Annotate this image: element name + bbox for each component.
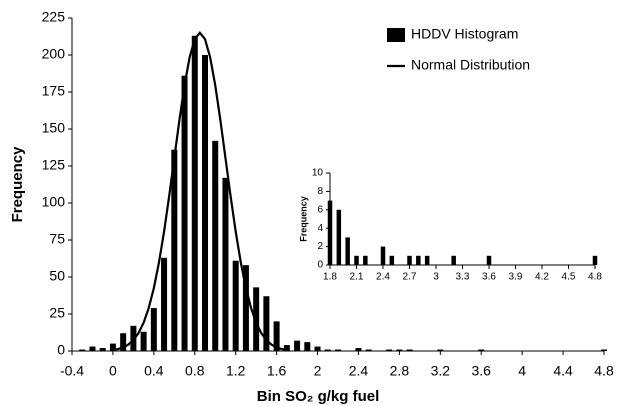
x-tick-label: 3.2: [431, 363, 451, 379]
bar: [294, 340, 301, 351]
bar: [396, 349, 403, 351]
bar: [273, 321, 280, 351]
bar: [424, 255, 430, 265]
x-tick-label: 0: [109, 363, 117, 379]
y-tick-label: 125: [42, 157, 66, 173]
bar: [437, 349, 444, 351]
y-tick-label: 225: [42, 9, 66, 25]
x-tick-label: -0.4: [60, 363, 84, 379]
bar: [150, 308, 157, 351]
x-tick-label: 3.3: [456, 272, 470, 283]
y-tick-label: 4: [317, 223, 323, 234]
y-tick-label: 8: [317, 186, 323, 197]
bar: [253, 287, 260, 351]
y-tick-label: 2: [317, 241, 323, 252]
y-tick-label: 10: [312, 168, 324, 179]
bar: [99, 348, 106, 351]
bar: [336, 209, 342, 265]
x-tick-label: 4.8: [594, 363, 614, 379]
x-tick-label: 1.8: [323, 272, 337, 283]
bar: [407, 255, 412, 265]
x-tick-label: 1.2: [226, 363, 246, 379]
y-tick-label: 150: [42, 120, 66, 136]
x-tick-label: 4.8: [588, 272, 602, 283]
y-tick-label: 6: [317, 204, 323, 215]
bar: [327, 200, 333, 265]
y-tick-label: 200: [42, 46, 66, 62]
x-tick-label: 2.4: [349, 363, 369, 379]
x-tick-label: 1.6: [267, 363, 287, 379]
bar: [478, 349, 485, 351]
bar: [120, 333, 127, 351]
x-tick-label: 2.1: [350, 272, 364, 283]
bar: [386, 349, 393, 351]
bar: [191, 35, 198, 351]
x-tick-label: 2.4: [376, 272, 390, 283]
bar: [380, 246, 386, 265]
bar: [365, 349, 372, 351]
x-tick-label: 4: [518, 363, 526, 379]
x-tick-label: 3.9: [509, 272, 523, 283]
x-tick-label: 3: [433, 272, 439, 283]
x-tick-label: 2.7: [403, 272, 417, 283]
y-tick-label: 25: [49, 305, 65, 321]
bar: [202, 55, 208, 351]
y-axis-title: Frequency: [298, 196, 308, 242]
x-tick-label: 2.8: [390, 363, 410, 379]
bar: [181, 75, 188, 351]
bar: [263, 296, 270, 351]
bar: [314, 346, 321, 351]
x-tick-label: 4.2: [535, 272, 549, 283]
x-tick-label: 0.8: [185, 363, 205, 379]
y-axis-title: Frequency: [9, 146, 26, 223]
y-tick-label: 75: [49, 231, 65, 247]
x-tick-label: 4.4: [553, 363, 573, 379]
bar: [242, 265, 249, 351]
x-tick-label: 2: [314, 363, 322, 379]
bar: [222, 177, 229, 351]
y-tick-label: 100: [42, 194, 66, 210]
bar: [486, 255, 492, 265]
x-tick-label: 3.6: [482, 272, 496, 283]
bar: [109, 343, 116, 351]
x-tick-label: 3.6: [471, 363, 491, 379]
bar: [324, 349, 331, 351]
legend-label: HDDV Histogram: [411, 26, 518, 42]
bar: [79, 349, 86, 351]
y-tick-label: 0: [57, 342, 65, 358]
x-tick-label: 4.5: [562, 272, 576, 283]
y-tick-label: 50: [49, 268, 65, 284]
y-tick-label: 175: [42, 83, 66, 99]
bar: [451, 255, 456, 265]
y-tick-label: 0: [317, 260, 323, 271]
bar: [363, 255, 368, 265]
bar: [355, 348, 362, 351]
x-axis-title: Bin SO₂ g/kg fuel: [257, 388, 380, 405]
legend-swatch: [387, 28, 405, 42]
x-tick-label: 0.4: [144, 363, 164, 379]
bar: [140, 331, 147, 351]
bar: [171, 149, 178, 351]
bar: [283, 345, 290, 351]
bar: [345, 237, 350, 265]
bar: [389, 255, 395, 265]
bar: [304, 342, 311, 351]
bar: [592, 255, 598, 265]
bar: [354, 255, 359, 265]
bar: [89, 346, 96, 351]
bar: [416, 255, 421, 265]
bar: [601, 349, 607, 351]
bar: [406, 349, 413, 351]
bar: [232, 260, 239, 351]
bar: [212, 140, 219, 351]
bar: [161, 257, 168, 351]
bar: [335, 349, 341, 351]
legend-label: Normal Distribution: [411, 57, 530, 73]
line: [112, 31, 288, 352]
